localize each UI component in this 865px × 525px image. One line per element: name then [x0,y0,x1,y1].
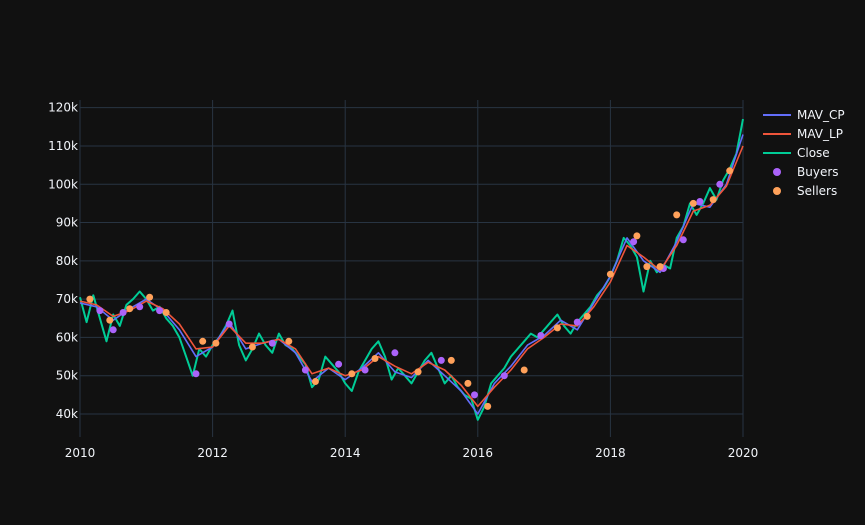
marker-buyers [156,307,164,315]
y-tick-label: 50k [56,369,78,383]
legend-item-mav-lp[interactable]: MAV_LP [763,127,843,141]
legend-item-sellers[interactable]: Sellers [773,184,837,198]
x-tick-label: 2018 [595,446,626,460]
legend-label: Close [797,146,830,160]
marker-buyers [573,318,581,326]
marker-sellers [583,312,591,320]
marker-buyers [391,349,399,357]
marker-sellers [520,366,528,374]
legend-item-mav-cp[interactable]: MAV_CP [763,108,845,122]
marker-sellers [606,270,614,278]
marker-sellers [447,356,455,364]
legend[interactable]: MAV_CP MAV_LP Close Buyers Sellers [763,108,845,198]
series-line-mav-lp [79,145,744,408]
x-tick-label: 2016 [463,446,494,460]
marker-buyers [630,238,638,246]
marker-sellers [464,379,472,387]
y-tick-label: 120k [48,101,78,115]
legend-item-close[interactable]: Close [763,146,830,160]
y-tick-label: 100k [48,177,78,191]
x-tick-label: 2014 [330,446,361,460]
marker-buyers [696,198,704,205]
legend-label: Buyers [797,165,839,179]
x-tick-label: 2012 [197,446,228,460]
marker-buyers [136,303,144,311]
marker-sellers [656,263,664,271]
marker-buyers [500,372,508,380]
grid [79,100,744,437]
y-tick-label: 80k [56,254,78,268]
marker-sellers [633,232,641,240]
marker-buyers [119,309,127,316]
marker-buyers [679,236,687,244]
y-tick-label: 110k [48,139,78,153]
y-axis: 40k 50k 60k 70k 80k 90k 100k 110k 120k [48,101,78,421]
marker-sellers [285,337,293,345]
marker-buyers [109,326,117,334]
x-axis: 2010 2012 2014 2016 2018 2020 [65,446,759,460]
marker-sellers [126,305,134,313]
marker-sellers [726,167,734,175]
marker-sellers [212,339,220,347]
marker-sellers [371,355,379,362]
marker-sellers [709,196,717,204]
legend-label: MAV_CP [797,108,845,122]
marker-buyers [96,307,104,315]
marker-sellers [553,324,561,332]
x-tick-label: 2020 [728,446,759,460]
marker-sellers [348,370,356,378]
legend-item-buyers[interactable]: Buyers [773,165,839,179]
marker-sellers [311,378,319,385]
marker-buyers [537,332,545,339]
series-layer [79,118,744,421]
y-tick-label: 40k [56,407,78,421]
marker-sellers [484,402,492,410]
y-tick-label: 60k [56,330,78,344]
marker-buyers [471,391,478,399]
y-tick-label: 70k [56,292,78,306]
marker-buyers [225,320,233,328]
marker-buyers [301,366,309,374]
marker-sellers [106,316,114,324]
marker-buyers [268,339,276,347]
marker-buyers [437,356,445,364]
marker-sellers [162,309,170,316]
legend-swatch [773,187,781,195]
x-tick-label: 2010 [65,446,96,460]
series-line-mav-cp [79,134,744,415]
y-tick-label: 90k [56,216,78,230]
marker-buyers [335,360,343,368]
marker-sellers [86,295,94,303]
marker-sellers [689,199,697,207]
marker-sellers [248,343,256,351]
marker-sellers [146,293,154,301]
marker-sellers [199,337,207,345]
legend-swatch [773,168,781,176]
marker-sellers [643,263,651,271]
marker-sellers [414,368,422,376]
marker-buyers [716,180,724,188]
marker-buyers [361,366,369,374]
marker-sellers [673,211,681,219]
legend-label: Sellers [797,184,837,198]
marker-buyers [192,370,200,378]
legend-label: MAV_LP [797,127,843,141]
